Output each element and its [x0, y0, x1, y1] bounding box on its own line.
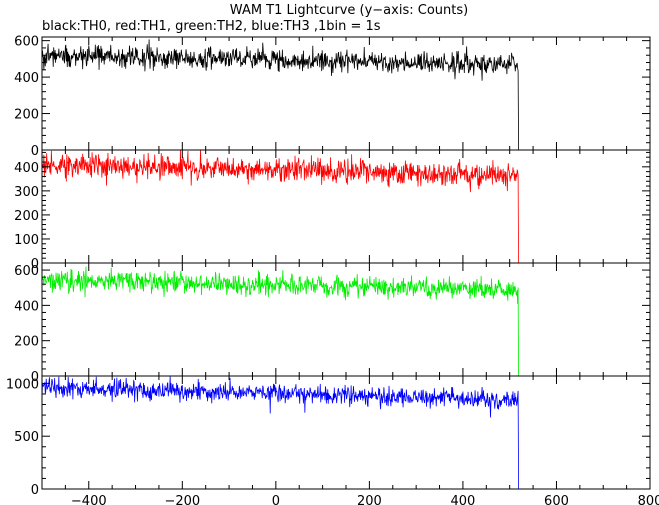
series-line-th0: [41, 39, 650, 151]
y-tick-label: 200: [14, 108, 39, 123]
y-tick-label: 0: [31, 483, 39, 498]
x-tick-label: 400: [451, 494, 476, 505]
panel-th3: 0 500 1000: [6, 375, 651, 498]
y-tick-label: 0: [31, 144, 39, 159]
x-tick-label: 800: [638, 494, 659, 505]
panels-group: 0200400600010020030040002004006000500100…: [6, 35, 659, 505]
x-tick-label: −200: [164, 494, 200, 505]
series-line-th2: [41, 266, 650, 377]
y-tick-label: 400: [14, 161, 39, 176]
y-tick-label: 200: [14, 209, 39, 224]
x-tick-label: −400: [71, 494, 107, 505]
panel-th1: 0 100 200 300 400: [14, 149, 651, 272]
chart-subtitle: black:TH0, red:TH1, green:TH2, blue:TH3 …: [42, 19, 381, 34]
x-tick-label: 0: [272, 494, 280, 505]
panel-th2: 0 200 400 600: [14, 262, 651, 385]
y-tick-label: 500: [14, 430, 39, 445]
y-tick-label: 300: [14, 185, 39, 200]
y-tick-label: 1000: [6, 377, 39, 392]
y-tick-label: 600: [14, 264, 39, 279]
y-tick-label: 0: [31, 257, 39, 272]
chart-title: WAM T1 Lightcurve (y−axis: Counts): [230, 3, 468, 18]
panel-frame: [41, 262, 651, 377]
series-line-th3: [41, 376, 650, 490]
y-tick-label: 200: [14, 335, 39, 350]
y-tick-label: 100: [14, 233, 39, 248]
y-tick-label: 0: [31, 370, 39, 385]
panel-th0: 0 200 400 600: [14, 35, 651, 159]
series-line-th1: [41, 149, 650, 264]
x-tick-label: 600: [544, 494, 569, 505]
y-tick-label: 400: [14, 71, 39, 86]
x-tick-label: 200: [357, 494, 382, 505]
y-tick-label: 600: [14, 35, 39, 50]
y-tick-label: 400: [14, 299, 39, 314]
